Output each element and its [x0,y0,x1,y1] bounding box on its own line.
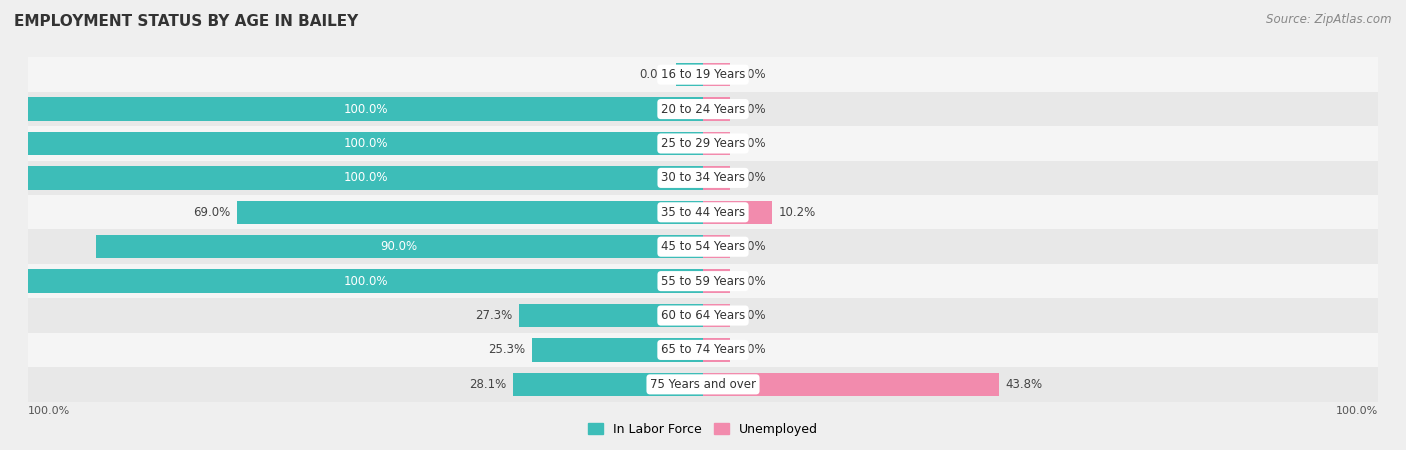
Text: 100.0%: 100.0% [28,406,70,416]
Bar [703,201,772,224]
Text: 0.0%: 0.0% [737,240,766,253]
Bar [28,367,1378,401]
Text: 30 to 34 Years: 30 to 34 Years [661,171,745,184]
Bar [533,338,703,362]
Text: 100.0%: 100.0% [1336,406,1378,416]
Bar [703,166,730,189]
Text: 60 to 64 Years: 60 to 64 Years [661,309,745,322]
Bar [703,63,730,86]
Bar [28,92,1378,126]
Text: 0.0%: 0.0% [737,68,766,81]
Text: 100.0%: 100.0% [343,137,388,150]
Bar [28,97,703,121]
Text: 65 to 74 Years: 65 to 74 Years [661,343,745,356]
Bar [676,63,703,86]
Text: 90.0%: 90.0% [381,240,418,253]
Bar [96,235,703,258]
Bar [28,132,703,155]
Text: 0.0%: 0.0% [737,137,766,150]
Text: 0.0%: 0.0% [737,171,766,184]
Text: 75 Years and over: 75 Years and over [650,378,756,391]
Bar [28,161,1378,195]
Bar [703,304,730,327]
Bar [28,333,1378,367]
Bar [28,298,1378,333]
Bar [28,195,1378,230]
Text: 55 to 59 Years: 55 to 59 Years [661,274,745,288]
Text: 0.0%: 0.0% [640,68,669,81]
Text: 27.3%: 27.3% [475,309,512,322]
Bar [28,264,1378,298]
Text: 28.1%: 28.1% [470,378,506,391]
Text: 100.0%: 100.0% [343,171,388,184]
Bar [703,373,998,396]
Bar [513,373,703,396]
Text: 16 to 19 Years: 16 to 19 Years [661,68,745,81]
Bar [703,97,730,121]
Text: 43.8%: 43.8% [1005,378,1042,391]
Text: Source: ZipAtlas.com: Source: ZipAtlas.com [1267,14,1392,27]
Legend: In Labor Force, Unemployed: In Labor Force, Unemployed [583,418,823,441]
Text: 35 to 44 Years: 35 to 44 Years [661,206,745,219]
Bar [703,132,730,155]
Text: 45 to 54 Years: 45 to 54 Years [661,240,745,253]
Text: 10.2%: 10.2% [779,206,815,219]
Text: 100.0%: 100.0% [343,103,388,116]
Text: 20 to 24 Years: 20 to 24 Years [661,103,745,116]
Bar [703,235,730,258]
Bar [238,201,703,224]
Bar [28,126,1378,161]
Bar [703,338,730,362]
Bar [28,230,1378,264]
Text: EMPLOYMENT STATUS BY AGE IN BAILEY: EMPLOYMENT STATUS BY AGE IN BAILEY [14,14,359,28]
Bar [28,166,703,189]
Text: 0.0%: 0.0% [737,103,766,116]
Text: 25.3%: 25.3% [488,343,526,356]
Bar [519,304,703,327]
Text: 0.0%: 0.0% [737,274,766,288]
Text: 0.0%: 0.0% [737,343,766,356]
Text: 69.0%: 69.0% [194,206,231,219]
Bar [28,58,1378,92]
Bar [703,270,730,293]
Text: 25 to 29 Years: 25 to 29 Years [661,137,745,150]
Text: 0.0%: 0.0% [737,309,766,322]
Text: 100.0%: 100.0% [343,274,388,288]
Bar [28,270,703,293]
